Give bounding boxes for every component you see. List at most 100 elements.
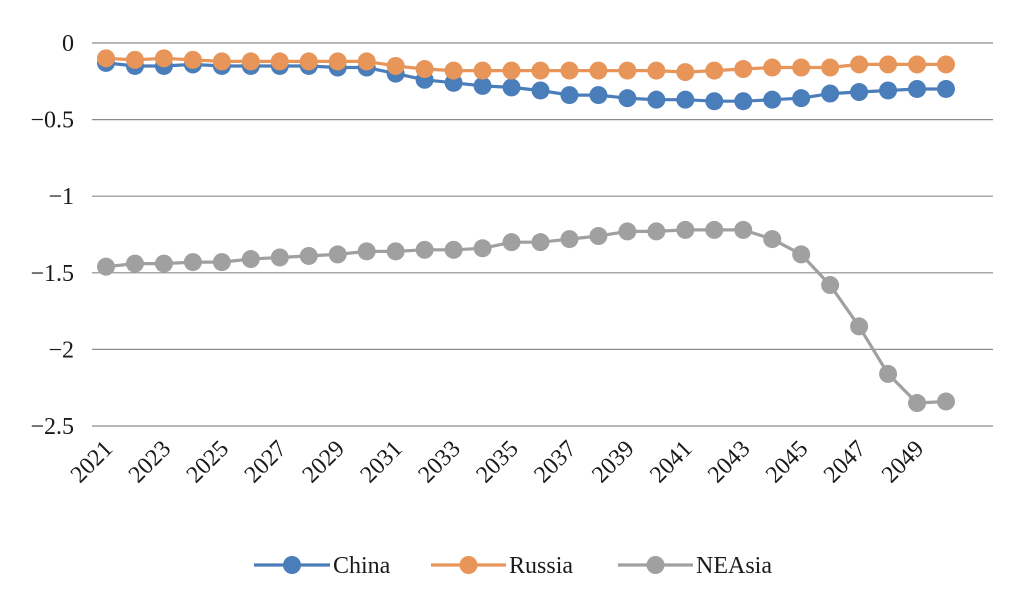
data-point xyxy=(212,52,231,71)
data-point xyxy=(618,61,637,80)
y-tick-label: −2 xyxy=(48,337,74,363)
data-point xyxy=(821,58,840,77)
x-tick-label: 2041 xyxy=(645,436,697,488)
data-point xyxy=(415,240,434,259)
data-point xyxy=(154,254,173,273)
x-tick-label: 2045 xyxy=(761,436,813,488)
x-tick-label: 2029 xyxy=(298,436,350,488)
legend-item-china: China xyxy=(254,553,391,579)
data-point xyxy=(879,55,898,74)
legend: China Russia NEAsia xyxy=(254,553,772,579)
legend-marker xyxy=(283,556,301,574)
data-point xyxy=(792,58,811,77)
data-point xyxy=(879,81,898,100)
data-point xyxy=(676,220,695,239)
data-point xyxy=(560,61,579,80)
y-axis-tick-labels: 0 −0.5 −1 −1.5 −2 −2.5 xyxy=(30,31,74,440)
data-point xyxy=(705,92,724,111)
data-point xyxy=(792,89,811,108)
data-point xyxy=(879,364,898,383)
data-point xyxy=(763,58,782,77)
data-point xyxy=(473,76,492,95)
data-point xyxy=(270,52,289,71)
data-point xyxy=(444,240,463,259)
data-point xyxy=(705,220,724,239)
legend-marker xyxy=(646,556,665,574)
x-tick-label: 2031 xyxy=(356,436,408,488)
x-tick-label: 2039 xyxy=(587,436,639,488)
legend-item-neasia: NEAsia xyxy=(618,553,772,579)
data-point xyxy=(647,61,666,80)
x-tick-label: 2025 xyxy=(182,436,234,488)
data-point xyxy=(125,50,144,69)
legend-label: Russia xyxy=(509,553,573,579)
x-tick-label: 2033 xyxy=(414,436,466,488)
data-point xyxy=(589,61,608,80)
data-point xyxy=(212,253,231,272)
data-point xyxy=(97,257,115,276)
x-tick-label: 2047 xyxy=(819,436,871,488)
data-point xyxy=(908,394,927,413)
x-tick-label: 2023 xyxy=(124,436,176,488)
data-point xyxy=(937,79,955,98)
gridlines xyxy=(92,42,993,427)
data-point xyxy=(531,233,550,252)
data-point xyxy=(241,52,260,71)
data-point xyxy=(821,84,840,103)
data-point xyxy=(618,222,637,241)
data-point xyxy=(560,230,579,249)
data-point xyxy=(676,90,695,109)
data-point xyxy=(589,86,608,105)
data-point xyxy=(154,49,173,68)
data-point xyxy=(502,78,521,97)
legend-label: NEAsia xyxy=(696,553,772,579)
data-point xyxy=(502,233,521,252)
data-point xyxy=(937,55,955,74)
x-tick-label: 2049 xyxy=(877,436,929,488)
data-point xyxy=(821,276,840,295)
x-axis-tick-labels: 2021 2023 2025 2027 2029 2031 2033 2035 2037 2039… xyxy=(66,436,929,488)
x-tick-label: 2037 xyxy=(529,436,581,488)
data-point xyxy=(763,230,782,249)
data-point xyxy=(183,253,202,272)
data-point xyxy=(473,239,492,258)
data-point xyxy=(908,55,927,74)
series-lines xyxy=(97,49,955,413)
x-tick-label: 2035 xyxy=(471,436,523,488)
data-point xyxy=(357,52,376,71)
data-point xyxy=(97,49,115,68)
series-line xyxy=(105,228,947,405)
legend-label: China xyxy=(333,553,391,579)
x-tick-label: 2043 xyxy=(703,436,755,488)
data-point xyxy=(183,50,202,69)
y-tick-label: −0.5 xyxy=(30,108,74,134)
data-point xyxy=(850,83,869,102)
data-point xyxy=(299,246,318,265)
data-point xyxy=(734,60,753,79)
data-point xyxy=(734,92,753,111)
data-point xyxy=(908,79,927,98)
y-tick-label: −2.5 xyxy=(30,414,74,440)
data-point xyxy=(531,81,550,100)
data-point xyxy=(560,86,579,105)
data-point xyxy=(734,220,753,239)
data-point xyxy=(328,52,347,71)
data-point xyxy=(647,222,666,241)
data-point xyxy=(473,61,492,80)
data-point xyxy=(328,245,347,264)
data-point xyxy=(444,61,463,80)
data-point xyxy=(125,254,144,273)
legend-item-russia: Russia xyxy=(431,553,573,579)
data-point xyxy=(241,250,260,269)
data-point xyxy=(502,61,521,80)
y-tick-label: −1.5 xyxy=(30,261,74,287)
data-point xyxy=(531,61,550,80)
y-tick-label: −1 xyxy=(48,184,74,210)
data-point xyxy=(792,245,811,264)
data-point xyxy=(270,248,289,267)
data-point xyxy=(763,90,782,109)
data-point xyxy=(299,52,318,71)
data-point xyxy=(850,55,869,74)
